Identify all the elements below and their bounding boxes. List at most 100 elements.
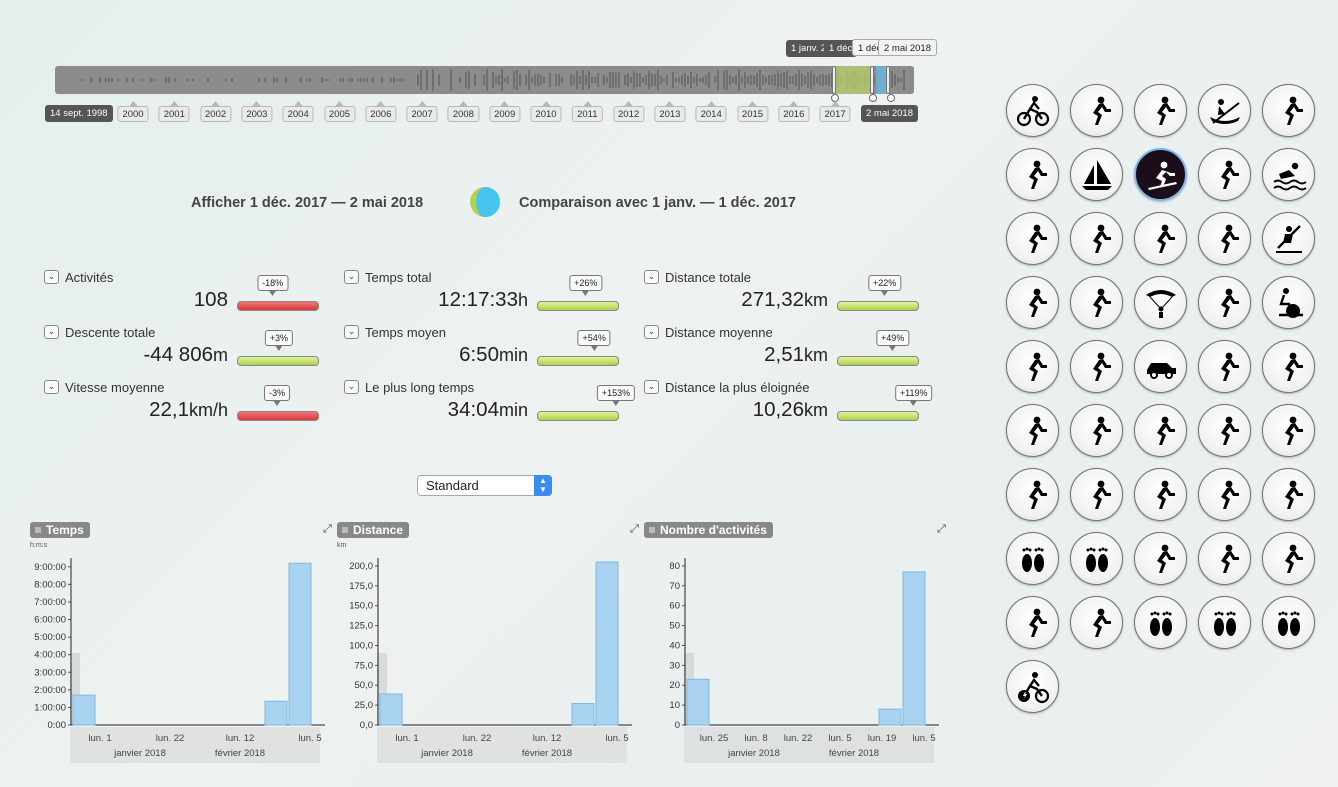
timeline[interactable]: 1 janv. 2 1 déc 1 déc 2 mai 2018 14 sept…: [44, 36, 938, 124]
timeline-year-label[interactable]: 2012: [613, 101, 645, 122]
timeline-activity-mark: [537, 74, 539, 86]
activity-climbing-speed-button[interactable]: [1262, 532, 1315, 585]
activity-cycling-button[interactable]: [1006, 84, 1059, 137]
stat-dropdown-chevron-icon[interactable]: ⌄: [344, 380, 359, 394]
timeline-year-label[interactable]: 2003: [241, 101, 273, 122]
timeline-activity-mark: [816, 77, 818, 83]
stat-dropdown-chevron-icon[interactable]: ⌄: [44, 380, 59, 394]
activity-e-bike-button[interactable]: [1006, 660, 1059, 713]
activity-squash-button[interactable]: [1070, 404, 1123, 457]
activity-open-water-button[interactable]: [1006, 468, 1059, 521]
activity-swimming-button[interactable]: [1262, 148, 1315, 201]
timeline-activity-mark: [726, 69, 728, 91]
activity-tennis-button[interactable]: [1134, 404, 1187, 457]
activity-kayaking-button[interactable]: [1262, 212, 1315, 265]
timeline-year-label[interactable]: 2015: [736, 101, 769, 122]
timeline-handle-comparison-start[interactable]: [832, 66, 836, 94]
activity-water-polo-button[interactable]: [1198, 468, 1251, 521]
activity-hockey-button[interactable]: [1198, 340, 1251, 393]
timeline-dot[interactable]: [887, 94, 895, 102]
activity-sailing-button[interactable]: [1070, 148, 1123, 201]
activity-snowboarding-button[interactable]: [1134, 148, 1187, 201]
timeline-year-label[interactable]: 2005: [323, 101, 356, 122]
timeline-dot[interactable]: [869, 94, 877, 102]
timeline-year-label[interactable]: 2002: [200, 101, 232, 122]
stat-dropdown-chevron-icon[interactable]: ⌄: [44, 270, 59, 284]
comparison-pie-icon[interactable]: [469, 186, 501, 218]
activity-barefoot-button[interactable]: [1262, 596, 1315, 649]
activity-stair-climbing-button[interactable]: [1070, 596, 1123, 649]
timeline-activity-mark: [708, 71, 710, 89]
activity-rowing-button[interactable]: [1198, 84, 1251, 137]
stat-dropdown-chevron-icon[interactable]: ⌄: [44, 325, 59, 339]
stat-dropdown-chevron-icon[interactable]: ⌄: [344, 270, 359, 284]
activity-skiing-button[interactable]: [1070, 276, 1123, 329]
activity-hiking-button[interactable]: [1198, 276, 1251, 329]
stat-dropdown-chevron-icon[interactable]: ⌄: [344, 325, 359, 339]
activity-elliptical-button[interactable]: [1262, 404, 1315, 457]
activity-volleyball-button[interactable]: [1134, 468, 1187, 521]
activity-barefoot-button[interactable]: [1006, 532, 1059, 585]
activity-climbing-indoor-button[interactable]: [1006, 148, 1059, 201]
activity-petanque-button[interactable]: [1070, 468, 1123, 521]
timeline-activity-mark: [597, 72, 599, 88]
activity-driving-button[interactable]: [1134, 340, 1187, 393]
stat-dropdown-chevron-icon[interactable]: ⌄: [644, 380, 659, 394]
expand-icon[interactable]: ⤢: [630, 523, 639, 535]
activity-golf-button[interactable]: [1134, 212, 1187, 265]
activity-basketball-button[interactable]: [1006, 276, 1059, 329]
timeline-year-label[interactable]: 2007: [406, 101, 438, 122]
timeline-year-label[interactable]: 2013: [654, 101, 686, 122]
activity-badminton-button[interactable]: [1006, 404, 1059, 457]
timeline-activity-mark: [363, 78, 365, 82]
timeline-year-label[interactable]: 2016: [778, 101, 810, 122]
activity-treadmill-button[interactable]: [1006, 340, 1059, 393]
activity-yoga-button[interactable]: [1006, 596, 1059, 649]
activity-exercise-bike-button[interactable]: [1262, 276, 1315, 329]
timeline-handle-end[interactable]: [886, 66, 890, 94]
timeline-comparison-range[interactable]: [834, 66, 872, 94]
expand-icon[interactable]: ⤢: [937, 523, 946, 535]
activity-mountaineering-button[interactable]: [1070, 84, 1123, 137]
activity-climbing-button[interactable]: [1070, 212, 1123, 265]
activity-gymnastics-button[interactable]: [1198, 404, 1251, 457]
activity-skydiving-button[interactable]: [1134, 276, 1187, 329]
horse-riding-icon: [1221, 224, 1239, 253]
activity-paddleboarding-button[interactable]: [1134, 532, 1187, 585]
activity-running-button[interactable]: [1262, 84, 1315, 137]
timeline-handle-comparison-end[interactable]: [870, 66, 874, 94]
timeline-year-label[interactable]: 2014: [695, 101, 727, 122]
stat-change-badge: +22%: [867, 275, 902, 296]
activity-nordic-skiing-button[interactable]: [1198, 148, 1251, 201]
activity-barefoot-button[interactable]: [1198, 596, 1251, 649]
timeline-year-label[interactable]: 2009: [489, 101, 521, 122]
activity-mountain-biking-button[interactable]: [1134, 84, 1187, 137]
timeline-selected-range[interactable]: [876, 66, 886, 94]
stat-dropdown-chevron-icon[interactable]: ⌄: [644, 270, 659, 284]
mode-select[interactable]: Standard ▲ ▼: [417, 475, 552, 496]
activity-fitness-button[interactable]: [1262, 468, 1315, 521]
activity-water-skiing-button[interactable]: [1198, 532, 1251, 585]
timeline-activity-mark: [465, 72, 467, 88]
expand-icon[interactable]: ⤢: [323, 523, 332, 535]
activity-soccer-button[interactable]: [1262, 340, 1315, 393]
activity-barefoot-button[interactable]: [1070, 532, 1123, 585]
stat-dropdown-chevron-icon[interactable]: ⌄: [644, 325, 659, 339]
timeline-year-label[interactable]: 2017: [819, 101, 851, 122]
timeline-year-label[interactable]: 2000: [117, 101, 149, 122]
activity-surfing-button[interactable]: [1070, 340, 1123, 393]
activity-barefoot-button[interactable]: [1134, 596, 1187, 649]
timeline-track[interactable]: [55, 66, 914, 94]
bar: [686, 678, 710, 726]
y-tick-label: 60: [669, 601, 680, 612]
activity-walking-button[interactable]: [1006, 212, 1059, 265]
timeline-year-label[interactable]: 2008: [447, 101, 479, 122]
x-month-label: janvier 2018: [113, 748, 166, 759]
timeline-year-label[interactable]: 2010: [530, 101, 562, 122]
climbing-indoor-icon: [1029, 160, 1047, 189]
timeline-year-label[interactable]: 2006: [365, 101, 397, 122]
activity-horse-riding-button[interactable]: [1198, 212, 1251, 265]
timeline-year-label[interactable]: 2004: [282, 101, 314, 122]
timeline-year-label[interactable]: 2011: [572, 101, 603, 122]
timeline-year-label[interactable]: 2001: [158, 101, 190, 122]
